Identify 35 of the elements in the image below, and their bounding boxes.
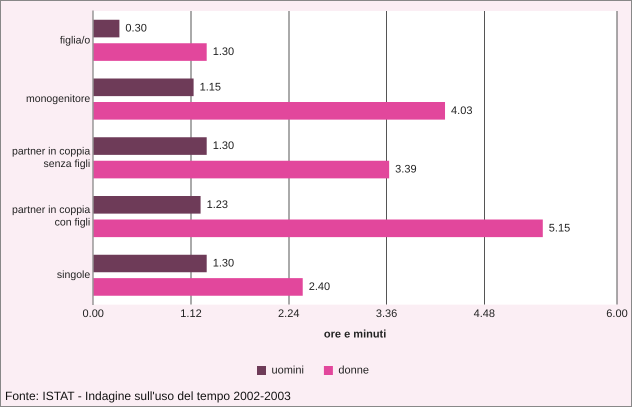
bar (94, 43, 207, 61)
bar (94, 102, 446, 120)
bar (94, 20, 120, 38)
data-label: 0.30 (125, 22, 147, 35)
bar (94, 278, 303, 296)
data-label: 3.39 (395, 164, 417, 176)
bar (94, 254, 207, 272)
bar (94, 160, 390, 178)
data-label: 1.15 (200, 81, 222, 94)
data-label: 1.23 (206, 198, 228, 211)
x-tick-label: 2.24 (278, 308, 300, 320)
bar (94, 196, 201, 214)
y-tick-label: singole (56, 269, 90, 282)
x-tick-label: 4.48 (474, 308, 496, 320)
y-tick-label: figlia/o (60, 34, 90, 46)
y-tick-label: monogenitore (26, 92, 90, 105)
data-label: 1.30 (212, 46, 234, 58)
bar (94, 137, 207, 155)
data-label: 1.30 (212, 258, 234, 270)
data-label: 4.03 (451, 104, 472, 117)
source-note: Fonte: ISTAT - Indagine sull'uso del tempo 2002-2003 (5, 389, 291, 403)
legend-label: uomini (272, 364, 304, 377)
data-label: 2.40 (308, 281, 330, 294)
x-tick-label: 6.00 (606, 308, 628, 320)
data-label: 1.30 (212, 140, 234, 152)
x-tick-label: 0.00 (82, 308, 104, 320)
x-tick-label: 1.12 (180, 308, 202, 320)
data-label: 5.15 (548, 222, 570, 234)
y-tick-label: partner in coppia senza figli (12, 145, 90, 170)
bar (94, 78, 194, 96)
y-tick-label: partner in coppia con figli (12, 204, 90, 229)
bar (94, 219, 543, 238)
x-axis-title: ore e minuti (324, 328, 386, 340)
x-tick-label: 3.36 (376, 308, 398, 320)
legend-label: donne (338, 364, 369, 377)
